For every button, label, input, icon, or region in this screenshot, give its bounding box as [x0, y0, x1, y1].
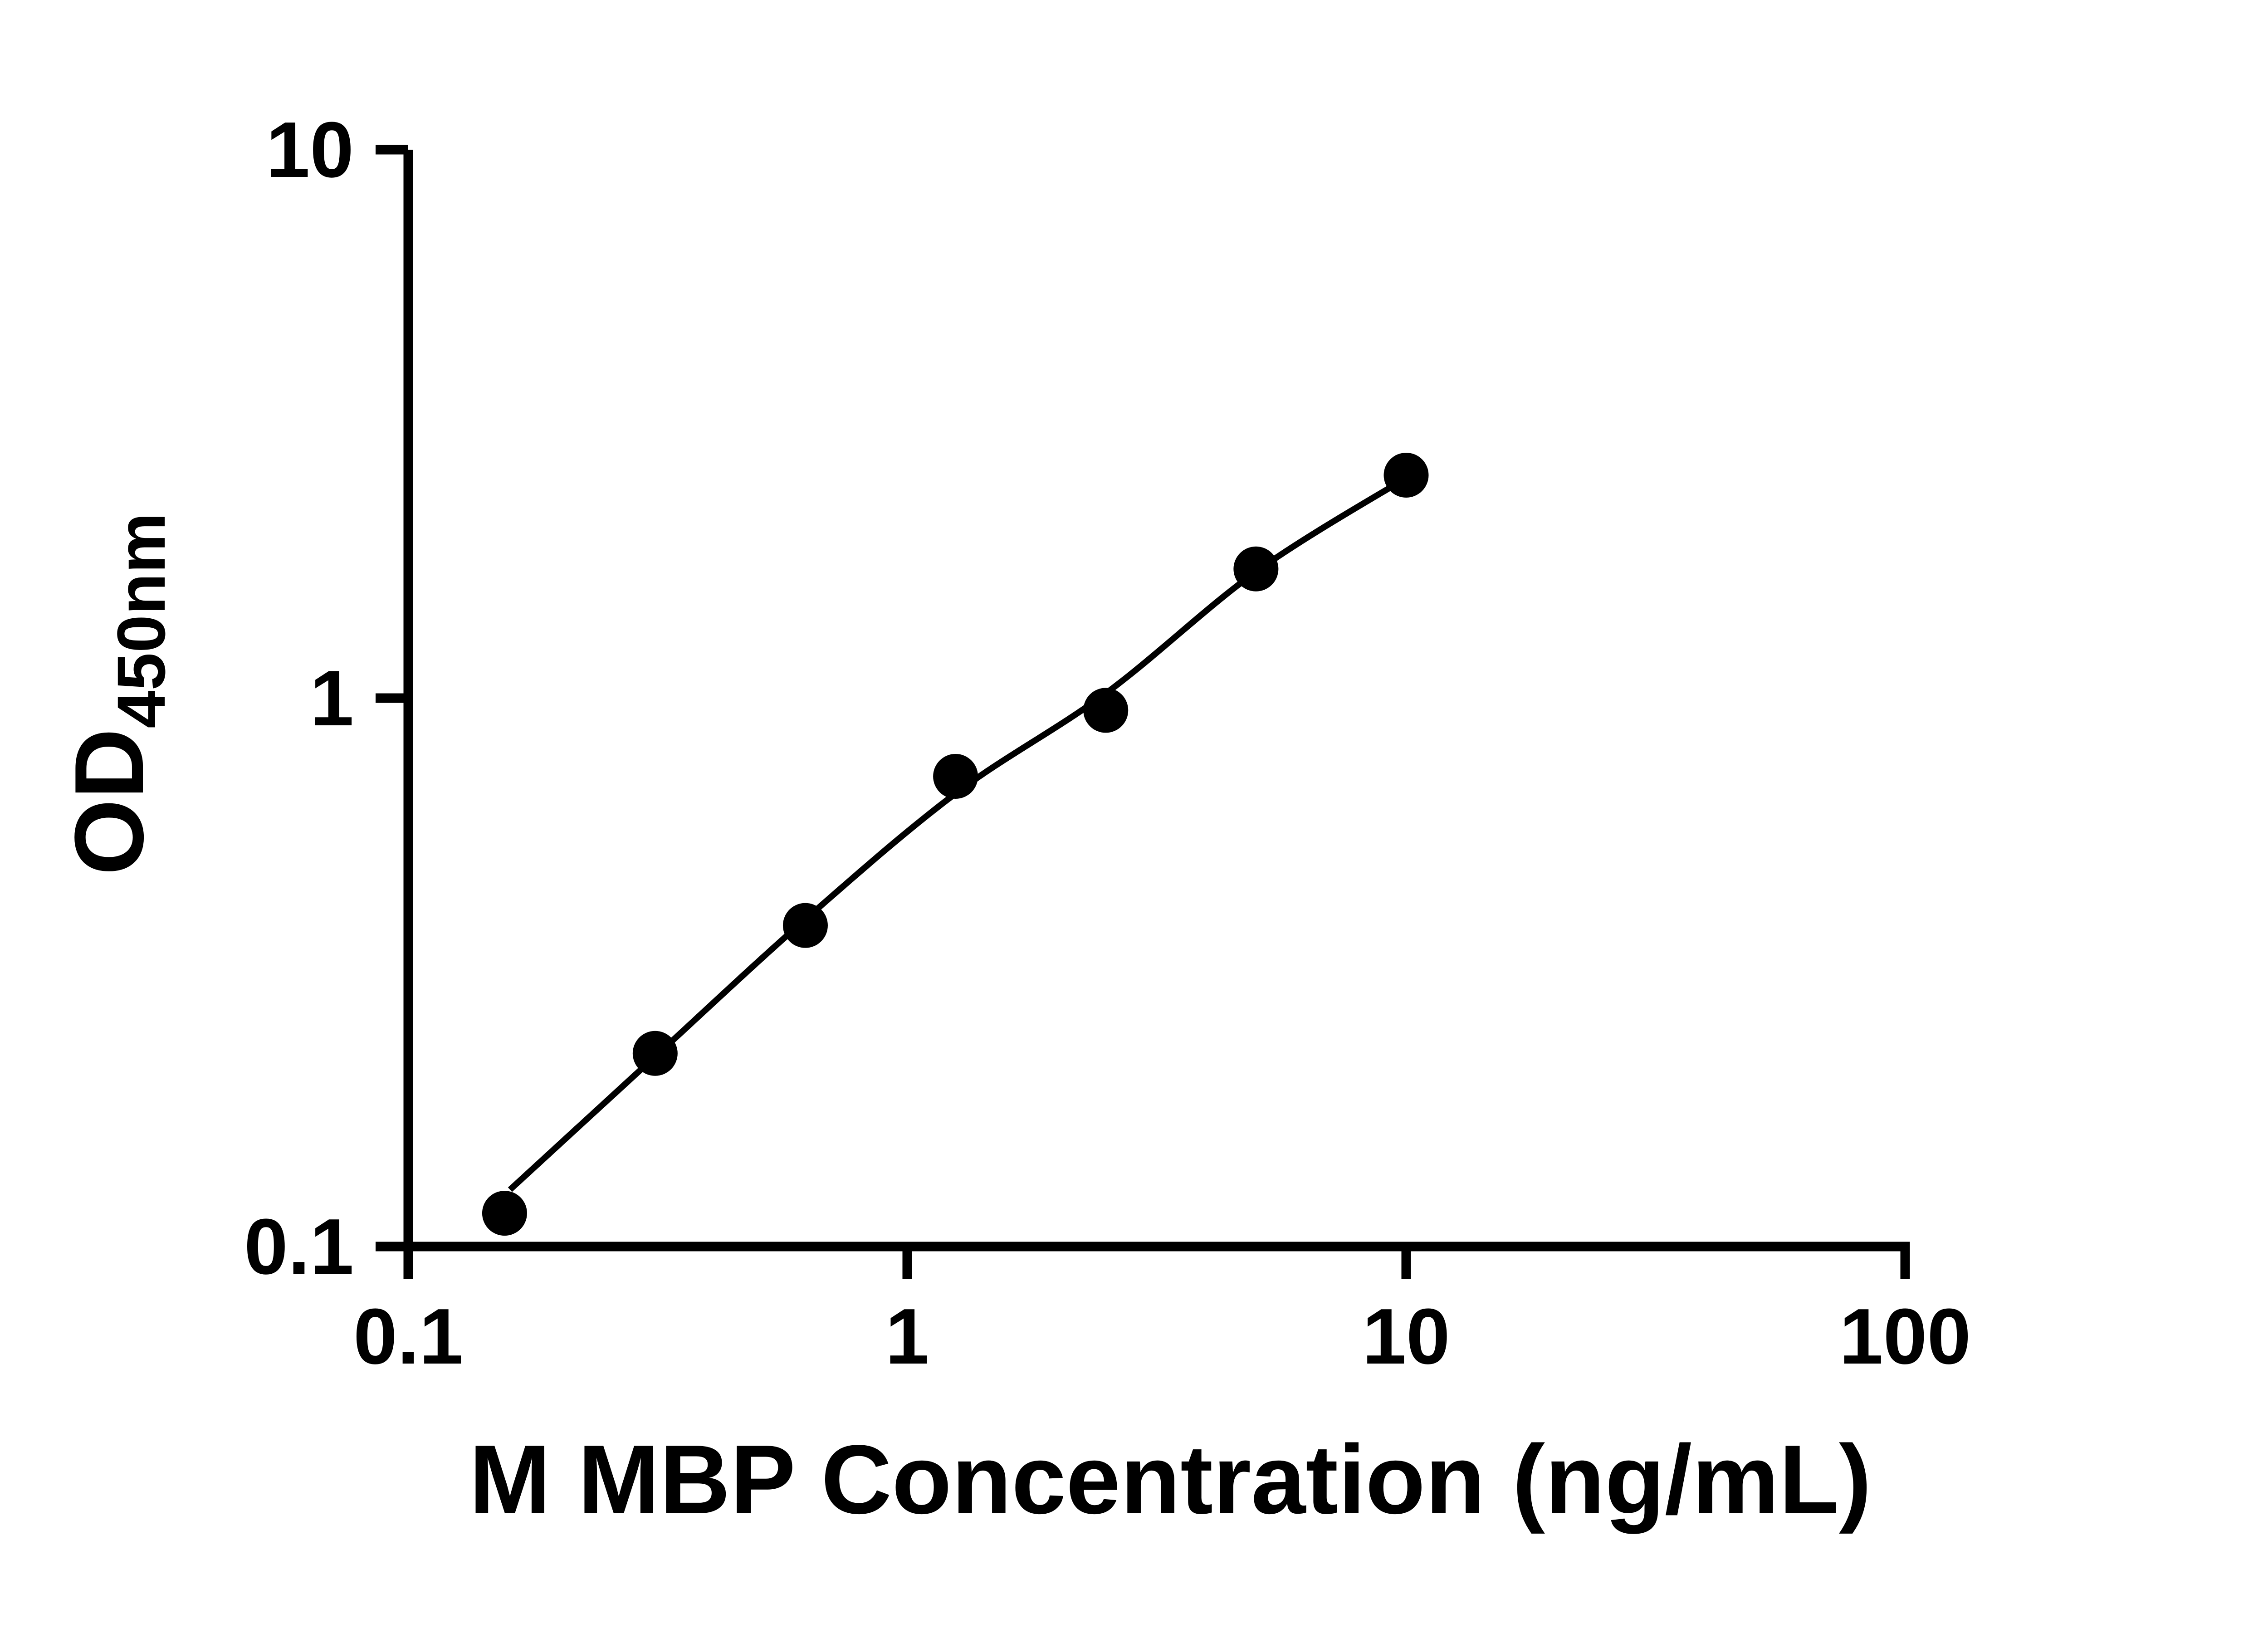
x-tick-label: 1 [885, 1292, 929, 1380]
y-tick-label: 0.1 [244, 1202, 354, 1291]
data-point [632, 1031, 678, 1076]
y-axis-title-subscript: 450nm [103, 513, 179, 728]
x-tick-label: 0.1 [353, 1292, 463, 1380]
x-tick-label: 10 [1362, 1292, 1450, 1380]
y-tick-label: 10 [266, 105, 354, 194]
data-point [482, 1191, 527, 1236]
y-axis-title: OD450nm [54, 513, 179, 875]
data-point [1083, 688, 1129, 733]
data-point [1383, 452, 1429, 498]
y-tick-label: 1 [310, 654, 354, 742]
x-axis-title: M MBP Concentration (ng/mL) [469, 1424, 1872, 1534]
axes: 0.1 1 10 100 0.1 1 10 [244, 105, 1971, 1380]
y-axis-title-main: OD [54, 728, 164, 875]
data-point [1233, 546, 1279, 592]
data-point [782, 903, 828, 948]
x-tick-label: 100 [1839, 1292, 1971, 1380]
data-point [933, 753, 978, 799]
data-series [482, 452, 1429, 1236]
